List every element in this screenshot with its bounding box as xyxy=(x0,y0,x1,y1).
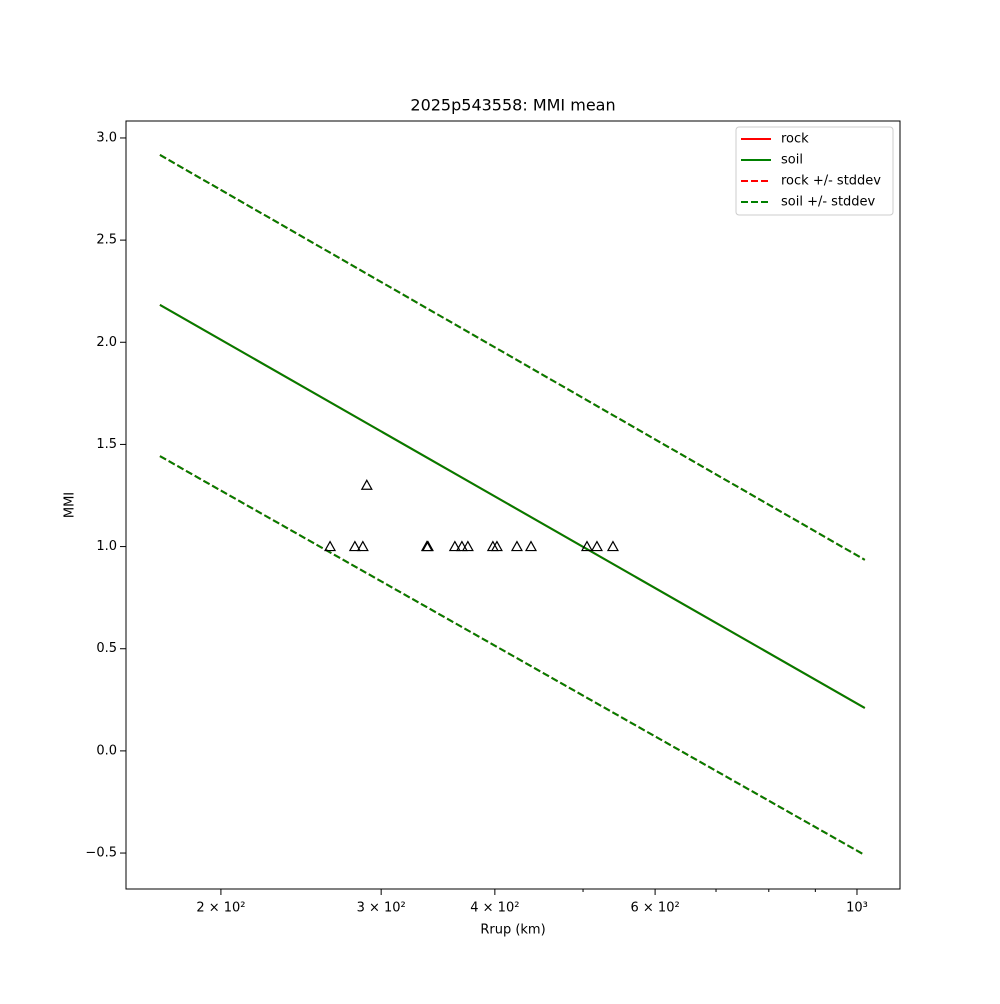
x-tick-label: 2 × 10² xyxy=(196,901,245,916)
stddev-upper-line xyxy=(159,154,866,561)
legend-label: soil +/- stddev xyxy=(781,195,876,210)
observation-marker xyxy=(421,540,434,552)
observation-marker xyxy=(510,540,523,552)
observation-marker xyxy=(356,540,369,552)
observation-marker xyxy=(580,540,593,552)
observation-marker xyxy=(606,540,619,552)
x-tick-label: 6 × 10² xyxy=(631,901,680,916)
y-tick-label: 2.0 xyxy=(96,335,117,350)
x-tick-label: 10³ xyxy=(846,901,868,916)
y-tick-label: 1.5 xyxy=(96,437,117,452)
legend-label: rock +/- stddev xyxy=(781,174,881,189)
observation-marker xyxy=(324,540,337,552)
y-tick-label: 1.0 xyxy=(96,539,117,554)
x-tick-label: 4 × 10² xyxy=(470,901,519,916)
legend-label: rock xyxy=(781,132,809,147)
stddev-lower-line xyxy=(159,455,866,856)
legend-label: soil xyxy=(781,153,803,168)
observation-marker xyxy=(455,540,468,552)
y-axis-label: MMI xyxy=(63,492,78,518)
y-tick-label: 3.0 xyxy=(96,130,117,145)
observation-marker xyxy=(490,540,503,552)
observation-marker xyxy=(360,479,373,490)
y-tick-label: 0.0 xyxy=(96,743,117,758)
observation-marker xyxy=(348,540,361,552)
observation-marker xyxy=(524,540,538,552)
legend-box xyxy=(735,126,894,216)
mean-line xyxy=(159,304,866,709)
observation-marker xyxy=(461,540,474,552)
y-tick-label: 2.5 xyxy=(96,233,117,248)
observation-marker xyxy=(590,540,603,552)
observation-marker xyxy=(448,540,461,552)
plot-frame xyxy=(125,120,901,890)
x-axis-label: Rrup (km) xyxy=(480,923,545,938)
y-tick-label: −0.5 xyxy=(85,846,117,861)
y-tick-label: 0.5 xyxy=(96,641,117,656)
chart-title: 2025p543558: MMI mean xyxy=(410,96,615,115)
x-tick-label: 3 × 10² xyxy=(357,901,406,916)
